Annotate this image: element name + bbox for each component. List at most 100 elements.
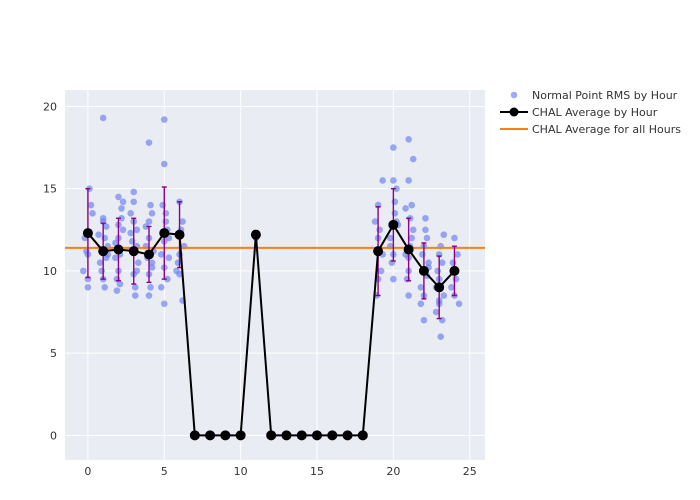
hourly-average-marker [267, 431, 276, 440]
scatter-point [146, 292, 153, 299]
scatter-point [161, 161, 168, 168]
scatter-point [120, 226, 127, 233]
scatter-point [132, 284, 139, 291]
hourly-average-marker [343, 431, 352, 440]
scatter-point [453, 276, 460, 283]
scatter-point [158, 251, 165, 258]
hourly-average-marker [374, 247, 383, 256]
scatter-point [127, 230, 134, 237]
scatter-point [440, 231, 447, 238]
scatter-point [179, 218, 186, 225]
scatter-point [146, 139, 153, 146]
scatter-point [456, 300, 463, 307]
scatter-point [372, 218, 379, 225]
scatter-point [132, 292, 139, 299]
scatter-point [129, 238, 136, 245]
scatter-point [402, 205, 409, 212]
scatter-point [130, 189, 137, 196]
scatter-point [97, 259, 104, 266]
scatter-point [450, 259, 457, 266]
y-tick-label: 15 [43, 183, 57, 196]
legend: Normal Point RMS by Hour CHAL Average by … [500, 89, 681, 136]
scatter-point [175, 259, 182, 266]
hourly-average-marker [404, 245, 413, 254]
scatter-point [440, 292, 447, 299]
hourly-average-marker [129, 247, 138, 256]
scatter-point [89, 210, 96, 217]
scatter-point [379, 177, 386, 184]
scatter-point [133, 226, 140, 233]
scatter-point [127, 210, 134, 217]
scatter-point [158, 284, 165, 291]
scatter-point [161, 300, 168, 307]
scatter-point [419, 251, 426, 258]
hourly-average-marker [450, 266, 459, 275]
scatter-point [424, 235, 431, 242]
scatter-point [405, 292, 412, 299]
legend-swatch-scatter-icon [511, 92, 518, 99]
scatter-point [405, 177, 412, 184]
scatter-point [408, 202, 415, 209]
hourly-average-marker [175, 230, 184, 239]
scatter-point [163, 218, 170, 225]
scatter-point [392, 199, 399, 206]
hourly-average-marker [358, 431, 367, 440]
scatter-point [392, 210, 399, 217]
scatter-point [451, 235, 458, 242]
scatter-point [390, 276, 397, 283]
scatter-point [437, 333, 444, 340]
scatter-point [101, 284, 108, 291]
hourly-average-marker [160, 229, 169, 238]
scatter-point [103, 223, 110, 230]
x-tick-label: 15 [310, 465, 324, 478]
hourly-average-marker [114, 245, 123, 254]
scatter-point [101, 235, 108, 242]
hourly-average-marker [282, 431, 291, 440]
hourly-average-marker [313, 431, 322, 440]
scatter-point [88, 202, 95, 209]
legend-swatch-marker-icon [510, 108, 519, 117]
legend-label: Normal Point RMS by Hour [532, 89, 678, 102]
hourly-average-marker [83, 229, 92, 238]
scatter-point [448, 284, 455, 291]
hourly-average-marker [389, 220, 398, 229]
y-tick-label: 5 [50, 347, 57, 360]
scatter-point [422, 226, 429, 233]
scatter-point [421, 317, 428, 324]
hourly-average-marker [145, 250, 154, 259]
x-tick-label: 5 [161, 465, 168, 478]
scatter-point [163, 210, 170, 217]
scatter-point [135, 259, 142, 266]
scatter-point [390, 144, 397, 151]
hourly-average-marker [419, 266, 428, 275]
legend-label: CHAL Average by Hour [532, 106, 658, 119]
figure: 051015202505101520Normal Point RMS by Ho… [0, 0, 700, 500]
scatter-point [434, 268, 441, 275]
x-tick-label: 20 [386, 465, 400, 478]
hourly-average-marker [297, 431, 306, 440]
x-tick-label: 25 [463, 465, 477, 478]
scatter-point [161, 116, 168, 123]
scatter-point [405, 136, 412, 143]
scatter-point [408, 235, 415, 242]
scatter-point [454, 251, 461, 258]
y-tick-label: 10 [43, 265, 57, 278]
scatter-point [115, 194, 122, 201]
chart-svg: 051015202505101520Normal Point RMS by Ho… [0, 0, 700, 500]
scatter-point [410, 156, 417, 163]
y-tick-label: 20 [43, 100, 57, 113]
scatter-point [98, 268, 105, 275]
hourly-average-marker [251, 230, 260, 239]
y-tick-label: 0 [50, 429, 57, 442]
hourly-average-marker [435, 283, 444, 292]
scatter-point [418, 300, 425, 307]
scatter-point [159, 202, 166, 209]
hourly-average-marker [206, 431, 215, 440]
scatter-point [114, 287, 121, 294]
scatter-point [422, 215, 429, 222]
scatter-point [120, 199, 127, 206]
hourly-average-marker [190, 431, 199, 440]
scatter-point [418, 284, 425, 291]
scatter-point [149, 210, 156, 217]
scatter-point [100, 215, 107, 222]
